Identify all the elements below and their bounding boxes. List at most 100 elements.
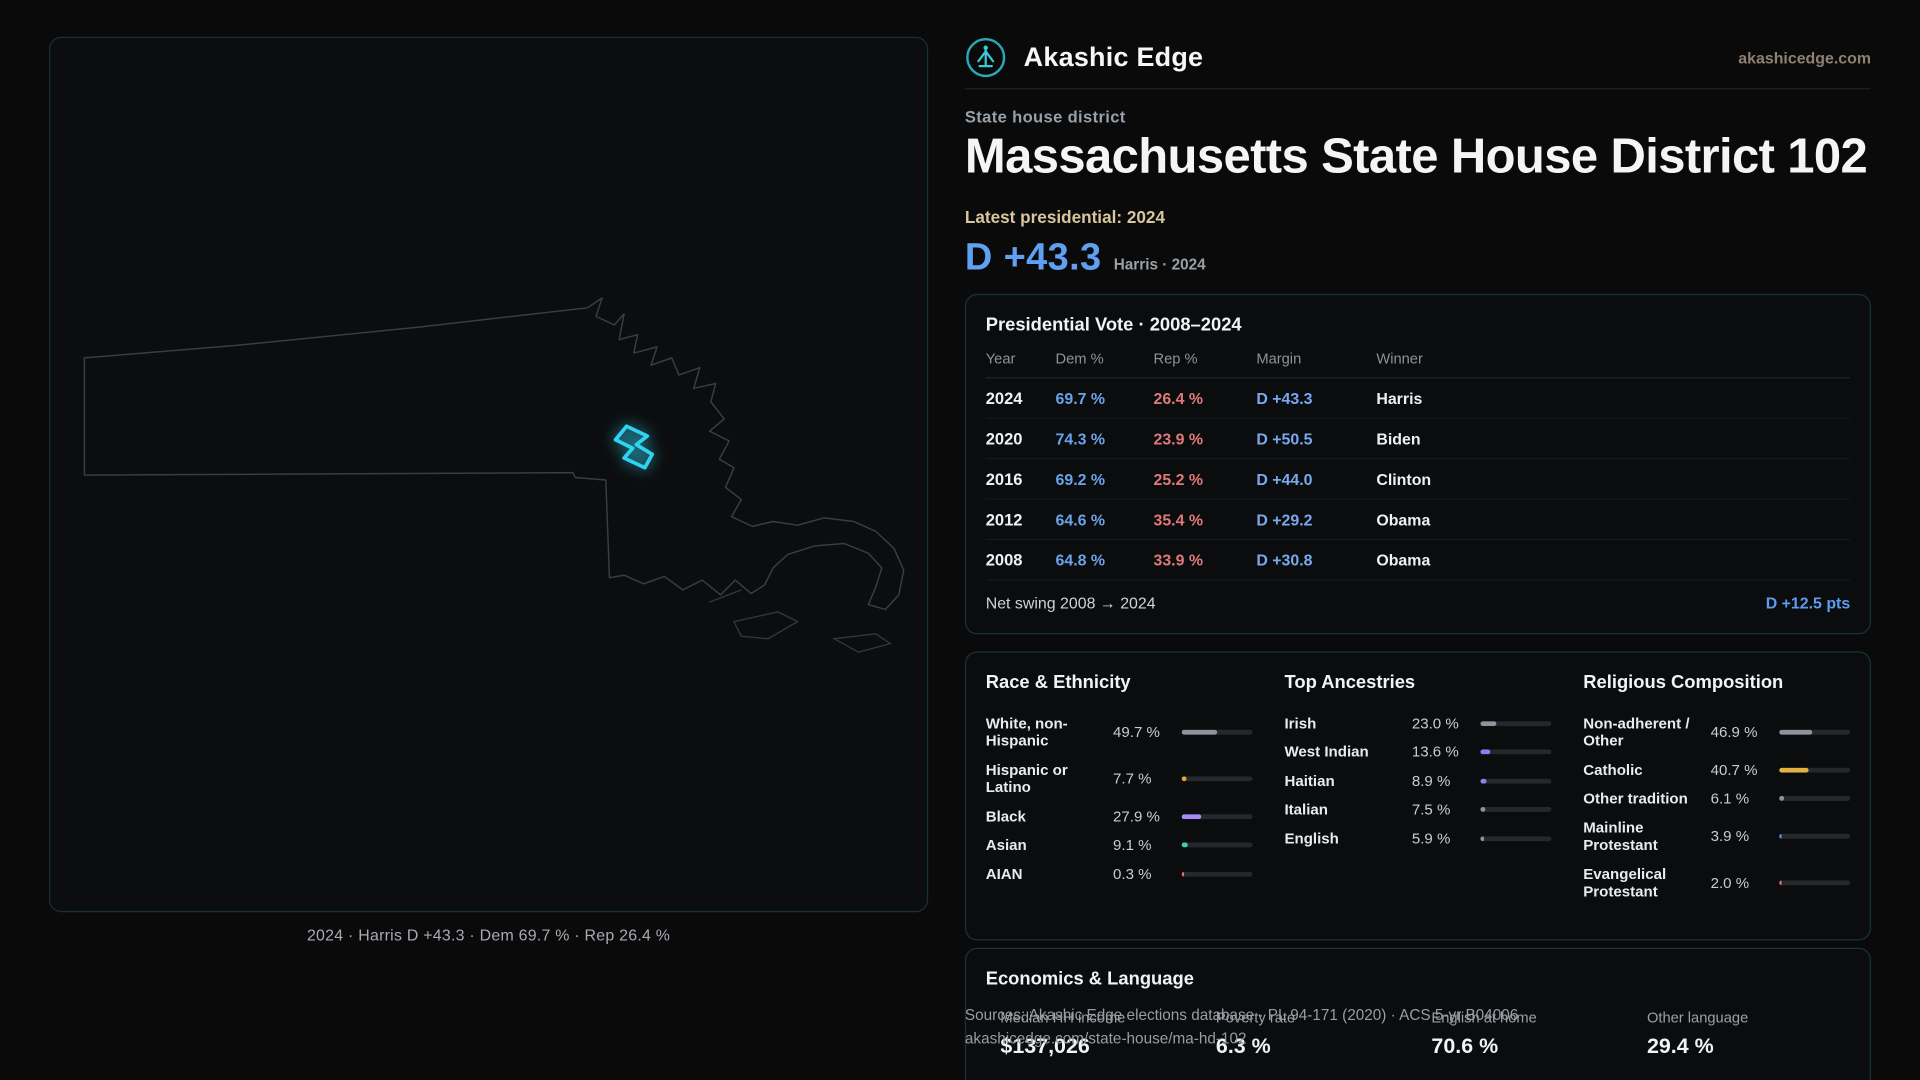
demographic-row: Asian 9.1 % bbox=[986, 831, 1253, 860]
district-shape[interactable] bbox=[613, 424, 655, 470]
col-header-year: Year bbox=[985, 350, 1016, 368]
demographic-bar-track bbox=[1779, 833, 1851, 839]
cell-year: 2012 bbox=[985, 509, 1023, 529]
demographic-bar-fill bbox=[1181, 729, 1217, 735]
religion-section: Religious Composition Non-adherent / Oth… bbox=[1583, 672, 1851, 907]
demographic-value: 7.7 % bbox=[1113, 770, 1152, 788]
stat-value: $137,026 bbox=[1000, 1033, 1090, 1058]
col-header-margin: Margin bbox=[1256, 350, 1302, 368]
cell-dem: 74.3 % bbox=[1055, 429, 1106, 448]
demographic-value: 2.0 % bbox=[1710, 874, 1750, 892]
demographic-bar-fill bbox=[1779, 729, 1813, 735]
latest-presidential-label: Latest presidential: 2024 bbox=[964, 206, 1165, 227]
demographic-bar-fill bbox=[1779, 880, 1782, 886]
demographic-row: West Indian 13.6 % bbox=[1284, 738, 1552, 767]
headline-margin-sub: Harris · 2024 bbox=[1113, 255, 1206, 274]
cell-margin: D +44.0 bbox=[1256, 469, 1313, 488]
demographic-bar-track bbox=[1480, 720, 1552, 726]
demographic-bar-track bbox=[1181, 776, 1253, 782]
demographic-value: 0.3 % bbox=[1113, 865, 1152, 883]
stat-label: Poverty rate bbox=[1215, 1008, 1296, 1027]
demographic-value: 3.9 % bbox=[1710, 827, 1750, 845]
demographic-label: Other tradition bbox=[1583, 789, 1688, 807]
header: Akashic Edge akashicedge.com bbox=[965, 34, 1871, 81]
demographic-bar-track bbox=[1480, 749, 1552, 755]
presidential-rows: 2024 69.7 % 26.4 % D +43.3 Harris 2020 74.3 % 2… bbox=[985, 378, 1851, 581]
map-caption: 2024 · Harris D +43.3 · Dem 69.7 % · Rep… bbox=[306, 925, 671, 945]
demographic-bar-track bbox=[1181, 729, 1253, 735]
demographic-label: White, non-Hispanic bbox=[985, 714, 1068, 750]
economics-title: Economics & Language bbox=[985, 968, 1194, 990]
economics-card: Economics & Language Median HH income $1… bbox=[964, 947, 1872, 1080]
permalink[interactable]: akashicedge.com/state-house/ma-hd-102 bbox=[964, 1030, 1247, 1048]
demographic-value: 49.7 % bbox=[1113, 723, 1160, 741]
stat-poverty-rate: Poverty rate 6.3 % bbox=[1216, 1009, 1419, 1059]
cell-winner: Clinton bbox=[1376, 469, 1432, 488]
stat-value: 6.3 % bbox=[1215, 1033, 1271, 1058]
district-type-kicker: State house district bbox=[964, 107, 1126, 127]
demographic-row: Black 27.9 % bbox=[986, 802, 1253, 831]
demographic-bar-fill bbox=[1181, 776, 1188, 782]
demographic-value: 46.9 % bbox=[1710, 723, 1758, 741]
cell-year: 2008 bbox=[985, 550, 1023, 569]
demographic-bar-track bbox=[1480, 836, 1552, 841]
demographic-bar-fill bbox=[1480, 836, 1485, 841]
cell-year: 2016 bbox=[985, 469, 1023, 488]
cell-rep: 33.9 % bbox=[1153, 550, 1204, 569]
elizabeth-islands-outline bbox=[709, 589, 742, 603]
demographic-label: Italian bbox=[1284, 800, 1329, 818]
demographic-bar-track bbox=[1480, 778, 1552, 784]
ancestries-section: Top Ancestries Irish 23.0 % West Indian 13.… bbox=[1284, 672, 1552, 906]
demographic-row: Haitian 8.9 % bbox=[1284, 767, 1552, 796]
presidential-row: 2008 64.8 % 33.9 % D +30.8 Obama bbox=[985, 540, 1851, 581]
demographic-bar-track bbox=[1779, 767, 1851, 773]
col-header-dem: Dem % bbox=[1055, 350, 1104, 368]
sources-line: Sources: Akashic Edge elections database… bbox=[964, 1006, 1519, 1024]
cell-rep: 35.4 % bbox=[1153, 509, 1204, 529]
cell-year: 2020 bbox=[985, 429, 1023, 448]
presidential-row: 2020 74.3 % 23.9 % D +50.5 Biden bbox=[985, 419, 1851, 460]
site-domain-link[interactable]: akashicedge.com bbox=[1738, 48, 1872, 67]
presidential-row: 2024 69.7 % 26.4 % D +43.3 Harris bbox=[985, 378, 1851, 419]
demographic-bar-fill bbox=[1480, 807, 1486, 813]
col-header-winner: Winner bbox=[1376, 350, 1423, 368]
cell-rep: 26.4 % bbox=[1153, 388, 1204, 408]
demographic-bar-track bbox=[1779, 796, 1851, 802]
stat-other-language: Other language 29.4 % bbox=[1647, 1009, 1850, 1059]
stat-value: 29.4 % bbox=[1646, 1033, 1714, 1058]
cell-rep: 23.9 % bbox=[1153, 429, 1204, 448]
ancestry-list: Irish 23.0 % West Indian 13.6 % Haitian 8.9 %… bbox=[1284, 709, 1552, 853]
cell-winner: Biden bbox=[1376, 429, 1421, 448]
stat-label: Other language bbox=[1646, 1008, 1749, 1027]
cell-dem: 64.8 % bbox=[1055, 550, 1106, 569]
demographic-label: Black bbox=[985, 807, 1026, 825]
cell-dem: 69.2 % bbox=[1055, 469, 1106, 488]
demographic-label: English bbox=[1284, 829, 1339, 847]
demographics-card: Race & Ethnicity White, non-Hispanic 49.7… bbox=[964, 651, 1872, 941]
stat-label: English at home bbox=[1431, 1008, 1537, 1027]
demographic-row: Catholic 40.7 % bbox=[1583, 756, 1851, 785]
presidential-table-header: Year Dem % Rep % Margin Winner bbox=[985, 350, 1851, 379]
demographic-label: Non-adherent / Other bbox=[1583, 714, 1690, 750]
district-map-panel bbox=[48, 36, 929, 913]
presidential-row: 2012 64.6 % 35.4 % D +29.2 Obama bbox=[985, 500, 1851, 540]
economics-stats-row: Median HH income $137,026 Poverty rate 6… bbox=[986, 1009, 1850, 1059]
demographic-value: 9.1 % bbox=[1113, 836, 1152, 854]
demographic-bar-track bbox=[1779, 880, 1851, 886]
demographic-row: Evangelical Protestant 2.0 % bbox=[1583, 860, 1851, 907]
demographic-label: Irish bbox=[1284, 714, 1317, 732]
demographic-bar-track bbox=[1181, 871, 1253, 877]
demographic-bar-track bbox=[1181, 813, 1253, 819]
demographic-row: English 5.9 % bbox=[1284, 824, 1552, 853]
stat-english-at-home: English at home 70.6 % bbox=[1431, 1009, 1634, 1059]
religion-title: Religious Composition bbox=[1583, 672, 1784, 694]
presidential-row: 2016 69.2 % 25.2 % D +44.0 Clinton bbox=[985, 459, 1851, 500]
marthas-vineyard-outline bbox=[733, 611, 799, 640]
ancestries-title: Top Ancestries bbox=[1284, 672, 1416, 694]
race-ethnicity-title: Race & Ethnicity bbox=[985, 672, 1131, 694]
page-title: Massachusetts State House District 102 bbox=[964, 129, 1868, 184]
cell-winner: Harris bbox=[1376, 388, 1423, 408]
presidential-vote-card: Presidential Vote · 2008–2024 Year Dem %… bbox=[964, 293, 1872, 635]
stat-label: Median HH income bbox=[1000, 1008, 1126, 1027]
